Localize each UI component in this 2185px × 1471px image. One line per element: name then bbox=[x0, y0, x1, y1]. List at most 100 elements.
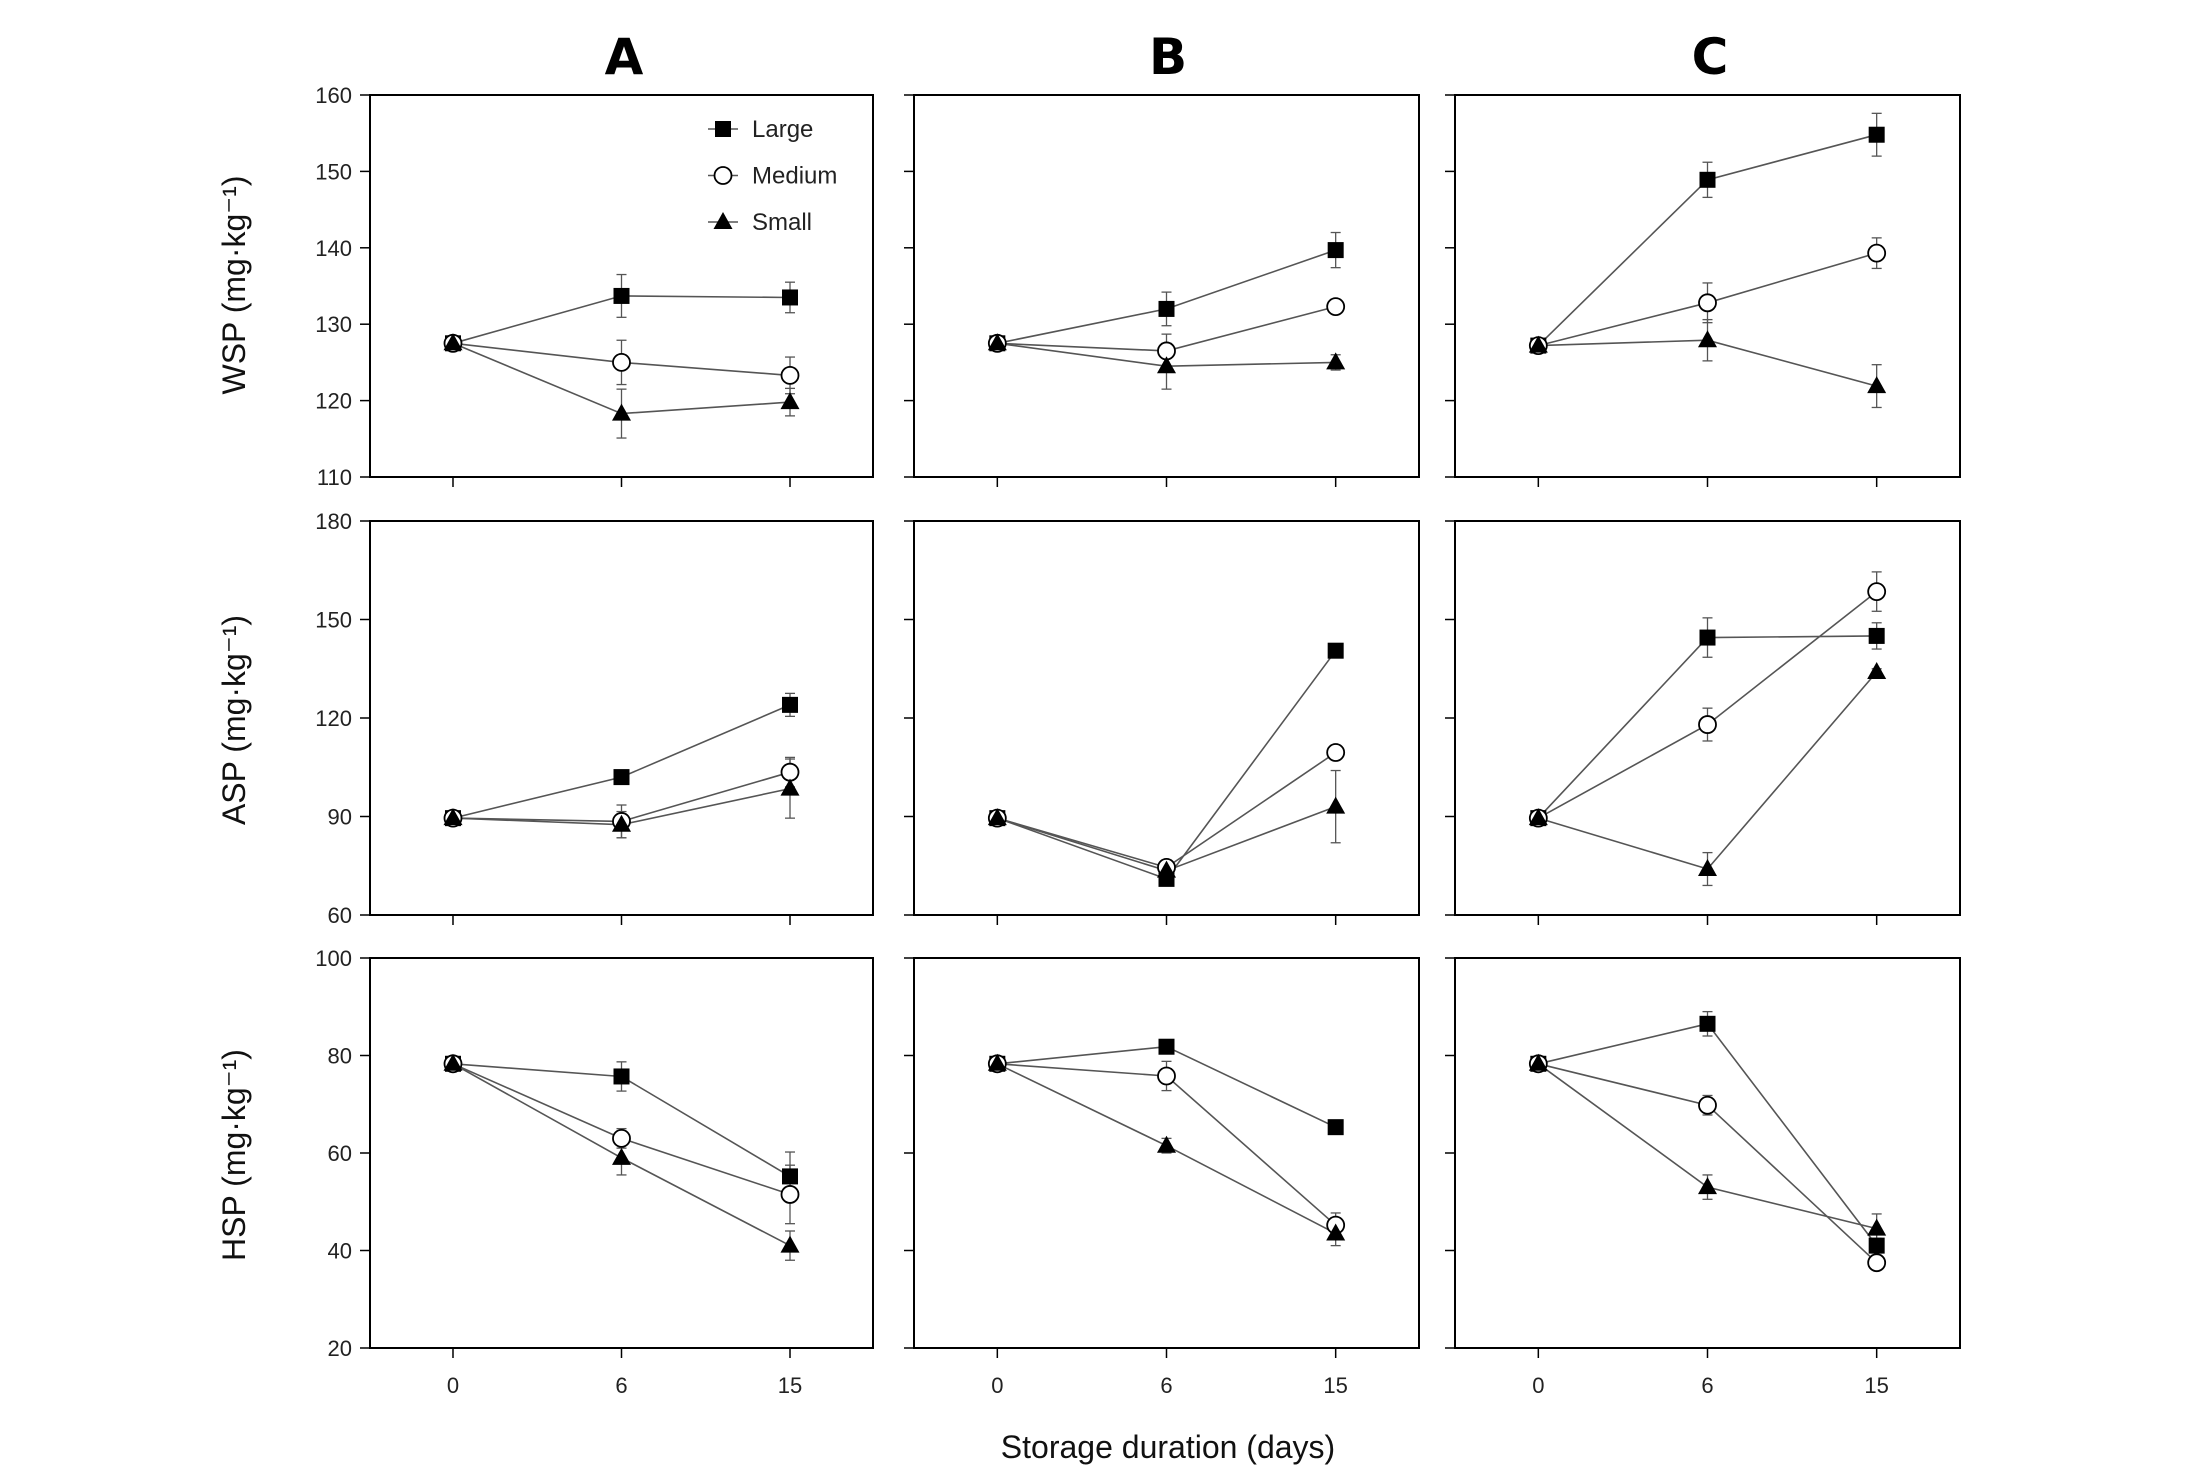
data-point-large bbox=[1868, 1237, 1885, 1254]
panel-wsp-b bbox=[904, 94, 1420, 487]
legend-marker-small bbox=[713, 212, 733, 229]
data-point-small bbox=[1326, 796, 1346, 814]
data-point-medium bbox=[780, 1185, 800, 1204]
data-point-medium bbox=[1326, 743, 1346, 762]
data-point-small bbox=[780, 392, 800, 410]
y-tick-label: 160 bbox=[315, 83, 352, 108]
y-tick-label: 100 bbox=[315, 946, 352, 971]
series-line-small bbox=[1538, 671, 1878, 870]
x-axis-title: Storage duration (days) bbox=[1001, 1429, 1335, 1465]
data-point-large bbox=[1699, 1015, 1716, 1032]
data-point-medium bbox=[1157, 1066, 1176, 1086]
x-tick-label: 6 bbox=[1160, 1373, 1172, 1398]
panel-asp-b bbox=[904, 520, 1420, 925]
data-point-small bbox=[443, 333, 463, 351]
data-point-small bbox=[1867, 376, 1887, 394]
x-tick-label: 15 bbox=[1323, 1373, 1347, 1398]
panels-group: 110120130140150160LargeMediumSmall609012… bbox=[315, 83, 1961, 1398]
data-point-medium bbox=[1867, 243, 1887, 263]
data-point-large bbox=[1158, 1038, 1175, 1055]
series-line-large bbox=[452, 704, 791, 819]
data-point-large bbox=[782, 696, 799, 713]
y-tick-label: 110 bbox=[317, 465, 352, 490]
data-point-large bbox=[1327, 1119, 1344, 1136]
panel-hsp-c: 0 6 15 bbox=[1445, 957, 1961, 1398]
data-point-small bbox=[612, 814, 631, 832]
panel-hsp-b: 0 6 15 bbox=[904, 957, 1420, 1398]
data-point-medium bbox=[1698, 1095, 1717, 1115]
y-tick-label: 60 bbox=[328, 903, 352, 928]
x-tick-label: 6 bbox=[615, 1373, 627, 1398]
data-point-small bbox=[1326, 352, 1346, 370]
y-tick-label: 180 bbox=[315, 509, 352, 534]
data-point-small bbox=[1867, 662, 1887, 680]
x-tick-label: 0 bbox=[1532, 1373, 1544, 1398]
panel-asp-c bbox=[1445, 520, 1961, 925]
y-tick-label: 120 bbox=[315, 389, 352, 414]
y-tick-label: 150 bbox=[315, 159, 352, 184]
legend-label-small: Small bbox=[752, 209, 812, 236]
y-axis-title-hsp: HSP (mg·kg⁻¹) bbox=[216, 1049, 252, 1261]
y-axis-title-wsp: WSP (mg·kg⁻¹) bbox=[216, 176, 252, 395]
data-point-small bbox=[1698, 330, 1717, 348]
data-point-small bbox=[443, 1053, 463, 1071]
data-point-small bbox=[1157, 356, 1176, 374]
data-point-small bbox=[1528, 1053, 1548, 1071]
data-point-large bbox=[613, 287, 630, 304]
legend-label-medium: Medium bbox=[752, 163, 837, 190]
data-point-large bbox=[782, 1168, 799, 1185]
data-point-small bbox=[1326, 1223, 1346, 1241]
legend-marker-medium bbox=[713, 166, 733, 185]
y-tick-label: 20 bbox=[328, 1336, 352, 1361]
y-tick-label: 120 bbox=[315, 706, 352, 731]
series-line-medium bbox=[997, 751, 1337, 869]
data-point-medium bbox=[1867, 582, 1887, 601]
y-tick-label: 140 bbox=[315, 236, 352, 261]
y-tick-label: 90 bbox=[328, 805, 352, 830]
x-tick-label: 6 bbox=[1701, 1373, 1713, 1398]
y-tick-label: 150 bbox=[315, 608, 352, 633]
data-point-large bbox=[613, 1068, 630, 1085]
data-point-large bbox=[1327, 642, 1344, 659]
data-point-medium bbox=[780, 762, 800, 782]
panel-wsp-c bbox=[1445, 94, 1961, 487]
data-point-large bbox=[1699, 629, 1716, 646]
data-point-medium bbox=[612, 1128, 631, 1148]
plot-frame bbox=[369, 520, 874, 916]
data-point-large bbox=[1868, 126, 1885, 143]
series-line-large bbox=[997, 650, 1337, 880]
data-point-large bbox=[1327, 242, 1344, 259]
data-point-small bbox=[987, 333, 1007, 351]
data-point-large bbox=[1699, 171, 1716, 188]
legend-label-large: Large bbox=[752, 116, 813, 143]
data-point-small bbox=[612, 1147, 631, 1165]
series-line-medium bbox=[1538, 1063, 1878, 1264]
column-title-c: C bbox=[1692, 28, 1729, 86]
data-point-small bbox=[987, 1053, 1007, 1071]
data-point-small bbox=[987, 808, 1007, 826]
data-point-large bbox=[613, 769, 630, 786]
data-point-small bbox=[1528, 335, 1548, 353]
data-point-medium bbox=[1698, 293, 1717, 313]
y-tick-label: 60 bbox=[328, 1141, 352, 1166]
x-tick-label: 0 bbox=[991, 1373, 1003, 1398]
data-point-medium bbox=[780, 365, 800, 385]
panel-hsp-a: 20 40 60 80 100 0 6 15 bbox=[315, 946, 874, 1398]
x-tick-label: 15 bbox=[778, 1373, 802, 1398]
legend-marker-large bbox=[715, 121, 731, 137]
data-point-small bbox=[1157, 860, 1176, 878]
data-point-large bbox=[1158, 300, 1175, 317]
data-point-small bbox=[1528, 808, 1548, 826]
y-axis-title-asp: ASP (mg·kg⁻¹) bbox=[216, 615, 252, 825]
plot-frame bbox=[913, 94, 1420, 478]
data-point-medium bbox=[1326, 297, 1346, 317]
y-tick-label: 80 bbox=[328, 1044, 352, 1069]
data-point-medium bbox=[1867, 1253, 1887, 1273]
data-point-small bbox=[612, 403, 631, 421]
plot-frame bbox=[913, 520, 1420, 916]
x-tick-label: 15 bbox=[1864, 1373, 1888, 1398]
data-point-small bbox=[1867, 1218, 1887, 1236]
data-point-small bbox=[443, 808, 463, 826]
data-point-small bbox=[1157, 1135, 1176, 1153]
